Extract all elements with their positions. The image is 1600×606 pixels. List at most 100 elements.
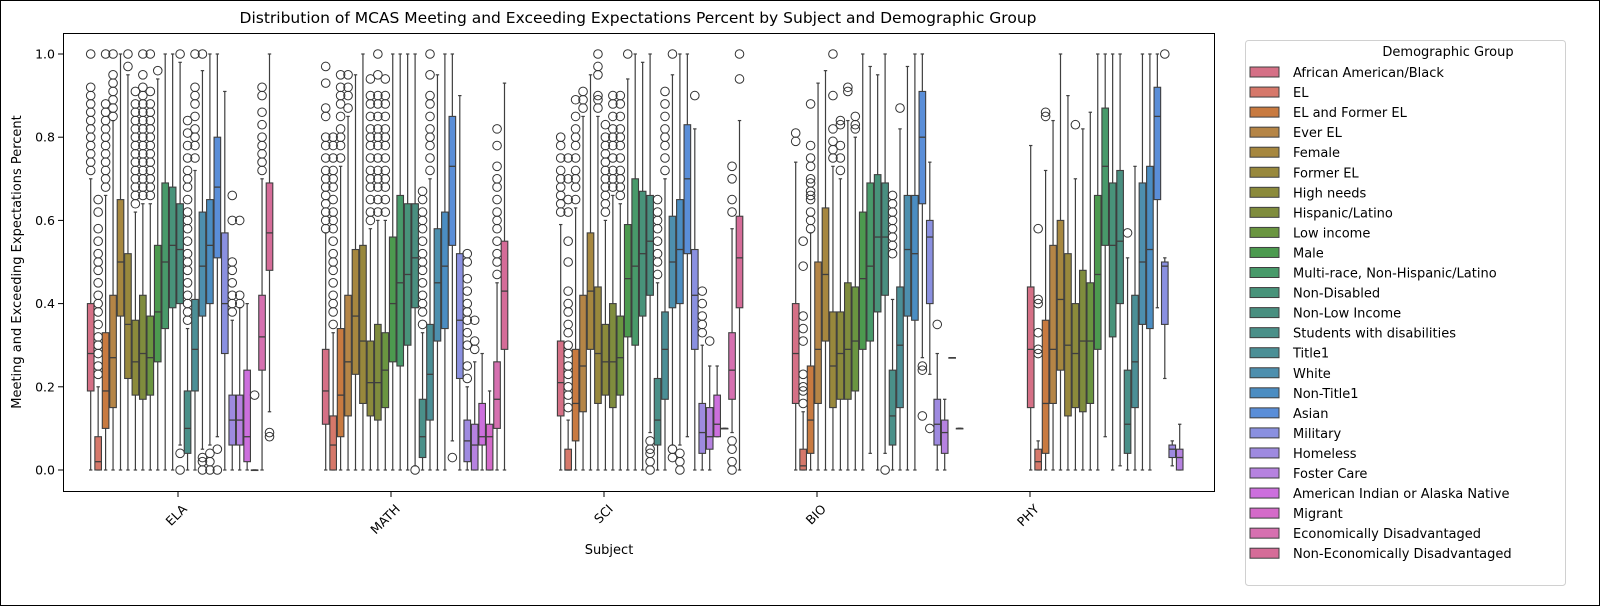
box-iqr: [623, 224, 632, 338]
outlier-point: [828, 90, 838, 101]
box-iqr: [1108, 182, 1117, 338]
outlier-point: [790, 128, 801, 138]
box-math-7: [373, 49, 383, 471]
legend-item: American Indian or Alaska Native: [1249, 487, 1509, 502]
box-iqr: [206, 199, 214, 305]
y-tick-label: 1.0: [35, 47, 55, 62]
outlier-point: [380, 124, 391, 134]
box-iqr: [903, 194, 912, 317]
outlier-point: [917, 361, 928, 371]
box-bio-20: [940, 398, 949, 471]
outlier-point: [197, 452, 208, 463]
box-iqr: [571, 348, 580, 442]
outlier-point: [85, 99, 96, 109]
outlier-point: [570, 94, 581, 105]
outlier-point: [887, 223, 898, 234]
box-sci-23: [727, 161, 737, 475]
outlier-point: [328, 278, 338, 288]
box-iqr: [933, 398, 942, 446]
y-tick-label: 0.8: [35, 130, 55, 145]
legend-label: Asian: [1293, 407, 1328, 422]
outlier-point: [328, 207, 338, 217]
outlier-point: [652, 248, 663, 259]
outlier-point: [152, 65, 163, 76]
outlier-point: [697, 298, 708, 309]
outlier-point: [593, 49, 603, 59]
legend-item: Female: [1249, 146, 1340, 161]
outlier-point: [887, 190, 898, 201]
box-iqr: [556, 340, 565, 417]
outlier-point: [615, 153, 626, 163]
box-phy-10: [1101, 53, 1110, 438]
legend-swatch: [1249, 287, 1280, 299]
box-iqr: [258, 294, 266, 371]
box-iqr: [101, 332, 110, 429]
outlier-point: [645, 456, 655, 467]
box-iqr: [799, 448, 807, 471]
box-iqr: [1175, 448, 1184, 471]
outlier-point: [85, 157, 96, 167]
outlier-point: [690, 90, 700, 101]
outlier-point: [727, 456, 737, 467]
outlier-point: [835, 115, 846, 126]
outlier-point: [462, 373, 473, 384]
outlier-point: [343, 103, 353, 113]
outlier-point: [328, 257, 338, 267]
box-iqr: [1168, 444, 1177, 459]
outlier-point: [652, 207, 663, 217]
legend-swatch: [1249, 246, 1280, 258]
outlier-point: [1070, 119, 1081, 130]
legend-swatch: [1249, 487, 1280, 499]
outlier-point: [850, 111, 861, 122]
outlier-point: [563, 307, 573, 317]
outlier-point: [182, 265, 193, 276]
box-iqr: [1041, 319, 1050, 454]
box-iqr: [213, 136, 222, 259]
outlier-point: [197, 456, 208, 467]
outlier-point: [462, 327, 473, 338]
outlier-point: [734, 74, 745, 84]
box-iqr: [161, 182, 170, 330]
outlier-point: [335, 124, 346, 134]
legend-item: Military: [1249, 427, 1341, 442]
box-iqr: [1034, 448, 1042, 471]
outlier-point: [563, 390, 573, 400]
outlier-point: [798, 261, 808, 271]
outlier-point: [100, 49, 111, 59]
outlier-point: [380, 74, 391, 84]
outlier-point: [190, 124, 200, 134]
box-ela-17: [212, 53, 223, 475]
box-bio-5: [828, 49, 838, 471]
box-iqr: [690, 248, 699, 350]
outlier-point: [182, 257, 193, 267]
outlier-point: [660, 153, 670, 163]
outlier-point: [190, 90, 200, 101]
legend-item: Ever EL: [1249, 126, 1343, 141]
outlier-point: [257, 140, 267, 151]
legend-swatch: [1249, 226, 1280, 238]
box-math-18: [455, 94, 464, 471]
box-iqr: [814, 261, 822, 404]
outlier-point: [615, 111, 626, 122]
legend-swatch: [1249, 186, 1280, 198]
outlier-point: [578, 86, 588, 97]
outlier-point: [492, 207, 502, 217]
legend-title: Demographic Group: [1382, 45, 1513, 60]
outlier-point: [257, 90, 267, 101]
outlier-point: [843, 86, 853, 97]
outlier-point: [85, 115, 96, 126]
outlier-point: [138, 49, 148, 59]
outlier-point: [182, 290, 193, 301]
legend-label: EL: [1293, 86, 1309, 101]
outlier-point: [704, 336, 715, 346]
outlier-point: [675, 465, 685, 475]
box-iqr: [1093, 194, 1102, 350]
box-iqr: [1101, 107, 1110, 246]
box-iqr: [146, 315, 155, 396]
box-iqr: [1026, 286, 1035, 409]
outlier-point: [108, 78, 118, 88]
box-phy-9: [1093, 53, 1102, 471]
outlier-point: [563, 319, 573, 330]
box-iqr: [359, 244, 367, 404]
outlier-point: [417, 207, 428, 217]
